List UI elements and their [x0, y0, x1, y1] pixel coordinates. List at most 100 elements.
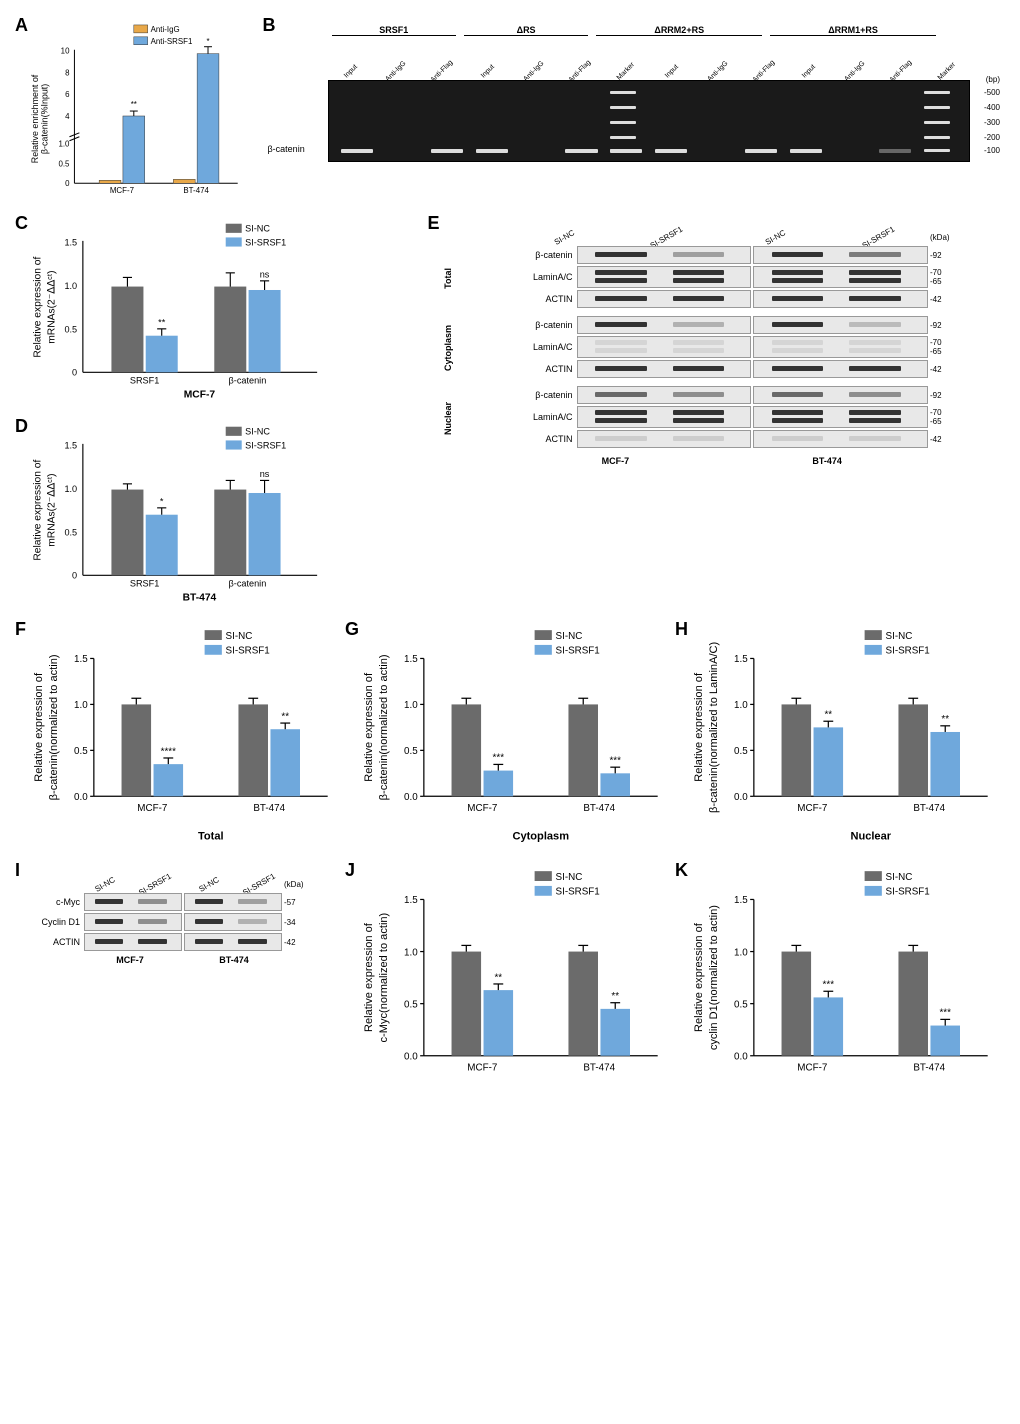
svg-text:BT-474: BT-474: [183, 186, 209, 195]
svg-text:***: ***: [823, 980, 835, 991]
svg-text:0.5: 0.5: [58, 159, 70, 168]
svg-text:1.5: 1.5: [64, 440, 77, 450]
panel-label-d: D: [15, 416, 28, 437]
chart-k: SI-NCSI-SRSF10.00.51.01.5Relative expres…: [680, 865, 1000, 1087]
svg-text:BT-474: BT-474: [253, 803, 285, 814]
svg-text:BT-474: BT-474: [183, 592, 217, 603]
svg-text:SI-SRSF1: SI-SRSF1: [245, 440, 286, 450]
gel-group-1: ΔRS: [464, 25, 588, 36]
gel-group-2: ΔRRM2+RS: [596, 25, 762, 36]
svg-text:SI-NC: SI-NC: [556, 631, 583, 642]
svg-text:Nuclear: Nuclear: [850, 830, 891, 842]
cell-bt474: BT-474: [724, 456, 930, 466]
panel-label-k: K: [675, 860, 688, 881]
svg-text:ns: ns: [260, 469, 270, 479]
cell-mcf7: MCF-7: [513, 456, 719, 466]
svg-text:β-catenin: β-catenin: [229, 376, 267, 386]
svg-text:**: **: [158, 318, 166, 328]
blot-unit: (kDa): [930, 233, 960, 242]
chart-f: SI-NCSI-SRSF10.00.51.01.5Relative expres…: [20, 624, 340, 846]
svg-text:BT-474: BT-474: [583, 803, 615, 814]
svg-text:SI-NC: SI-NC: [226, 631, 253, 642]
svg-text:0.5: 0.5: [64, 324, 77, 334]
svg-text:β-catenin(normalized to actin): β-catenin(normalized to actin): [48, 654, 60, 800]
svg-text:Relative expression of: Relative expression of: [33, 459, 44, 560]
panel-label-a: A: [15, 15, 28, 36]
svg-text:4: 4: [65, 112, 70, 121]
svg-text:0.0: 0.0: [404, 792, 418, 803]
svg-text:MCF-7: MCF-7: [110, 186, 134, 195]
chart-a: Anti-IgG Anti-SRSF1 0 0.5 1.0 4 6 8 10 R…: [20, 20, 258, 198]
svg-text:Anti-IgG: Anti-IgG: [151, 25, 180, 34]
svg-text:1.5: 1.5: [404, 895, 418, 906]
panel-h: H SI-NCSI-SRSF10.00.51.01.5Relative expr…: [680, 624, 1000, 851]
panel-a: A Anti-IgG Anti-SRSF1 0 0.5 1.0 4 6 8 10…: [20, 20, 258, 203]
svg-text:MCF-7: MCF-7: [797, 1063, 827, 1074]
cellI-0: MCF-7: [80, 955, 180, 965]
chart-g: SI-NCSI-SRSF10.00.51.01.5Relative expres…: [350, 624, 670, 846]
svg-text:MCF-7: MCF-7: [184, 390, 216, 401]
svg-text:β-catenin(normalized to LaminA: β-catenin(normalized to LaminA/C): [708, 642, 720, 813]
gel-group-0: SRSF1: [332, 25, 456, 36]
svg-text:mRNAs(2⁻ᐃᐃᶜᵗ): mRNAs(2⁻ᐃᐃᶜᵗ): [46, 271, 57, 344]
svg-text:SI-NC: SI-NC: [245, 427, 270, 437]
svg-text:1.5: 1.5: [734, 654, 748, 665]
svg-text:mRNAs(2⁻ᐃᐃᶜᵗ): mRNAs(2⁻ᐃᐃᶜᵗ): [46, 473, 57, 546]
svg-text:1.5: 1.5: [734, 895, 748, 906]
svg-text:1.5: 1.5: [64, 238, 77, 248]
svg-text:cyclin D1(normalized to actin): cyclin D1(normalized to actin): [708, 905, 720, 1050]
panel-label-f: F: [15, 619, 26, 640]
svg-text:0: 0: [72, 368, 77, 378]
svg-text:SI-NC: SI-NC: [556, 872, 583, 883]
svg-text:MCF-7: MCF-7: [797, 803, 827, 814]
svg-text:Relative expression of: Relative expression of: [33, 672, 45, 782]
panel-k: K SI-NCSI-SRSF10.00.51.01.5Relative expr…: [680, 865, 1000, 1092]
svg-text:*: *: [206, 37, 209, 46]
panel-c: C SI-NC SI-SRSF1 0 0.5 1.0 1.5 Relative …: [20, 218, 340, 406]
svg-text:1.0: 1.0: [404, 948, 418, 959]
svg-text:SI-SRSF1: SI-SRSF1: [886, 645, 930, 656]
svg-text:SRSF1: SRSF1: [130, 376, 159, 386]
chart-c: SI-NC SI-SRSF1 0 0.5 1.0 1.5 Relative ex…: [20, 218, 340, 401]
blot-row: ACTIN -42: [80, 933, 310, 951]
svg-text:1.0: 1.0: [64, 484, 77, 494]
svg-text:0: 0: [65, 179, 70, 188]
chart-h: SI-NCSI-SRSF10.00.51.01.5Relative expres…: [680, 624, 1000, 846]
svg-text:**: **: [281, 711, 289, 722]
svg-text:SI-SRSF1: SI-SRSF1: [556, 887, 600, 898]
chart-j: SI-NCSI-SRSF10.00.51.01.5Relative expres…: [350, 865, 670, 1087]
blot-row: c-Myc -57: [80, 893, 310, 911]
svg-text:Relative expression of: Relative expression of: [693, 923, 705, 1033]
panel-label-h: H: [675, 619, 688, 640]
svg-text:***: ***: [493, 753, 505, 764]
panel-b: B SRSF1 ΔRS ΔRRM2+RS ΔRRM1+RS Input Anti…: [268, 20, 1001, 203]
svg-text:10: 10: [61, 47, 70, 56]
svg-text:1.5: 1.5: [404, 654, 418, 665]
svg-text:SI-NC: SI-NC: [886, 872, 913, 883]
panel-label-e: E: [428, 213, 440, 234]
svg-text:**: **: [824, 709, 832, 720]
svg-text:***: ***: [609, 755, 621, 766]
svg-text:1.0: 1.0: [734, 700, 748, 711]
svg-text:SRSF1: SRSF1: [130, 579, 159, 589]
svg-text:*: *: [160, 496, 164, 506]
panel-j: J SI-NCSI-SRSF10.00.51.01.5Relative expr…: [350, 865, 670, 1092]
svg-text:0.0: 0.0: [734, 792, 748, 803]
svg-text:SI-SRSF1: SI-SRSF1: [226, 645, 270, 656]
svg-text:0.0: 0.0: [734, 1052, 748, 1063]
svg-text:****: ****: [161, 746, 176, 757]
svg-text:**: **: [131, 100, 137, 109]
svg-text:BT-474: BT-474: [913, 803, 945, 814]
panel-d: D SI-NC SI-SRSF1 0 0.5 1.0 1.5 Relative …: [20, 421, 340, 609]
svg-text:1.0: 1.0: [734, 948, 748, 959]
svg-text:SI-SRSF1: SI-SRSF1: [245, 238, 286, 248]
svg-text:8: 8: [65, 68, 70, 77]
svg-text:6: 6: [65, 90, 70, 99]
svg-text:MCF-7: MCF-7: [467, 1063, 497, 1074]
svg-text:Relative expression of: Relative expression of: [693, 672, 705, 782]
svg-text:c-Myc(normalized to actin): c-Myc(normalized to actin): [378, 913, 390, 1043]
panel-label-g: G: [345, 619, 359, 640]
gel-unit: (bp): [986, 75, 1000, 84]
svg-text:1.0: 1.0: [74, 700, 88, 711]
svg-text:0.5: 0.5: [404, 1000, 418, 1011]
